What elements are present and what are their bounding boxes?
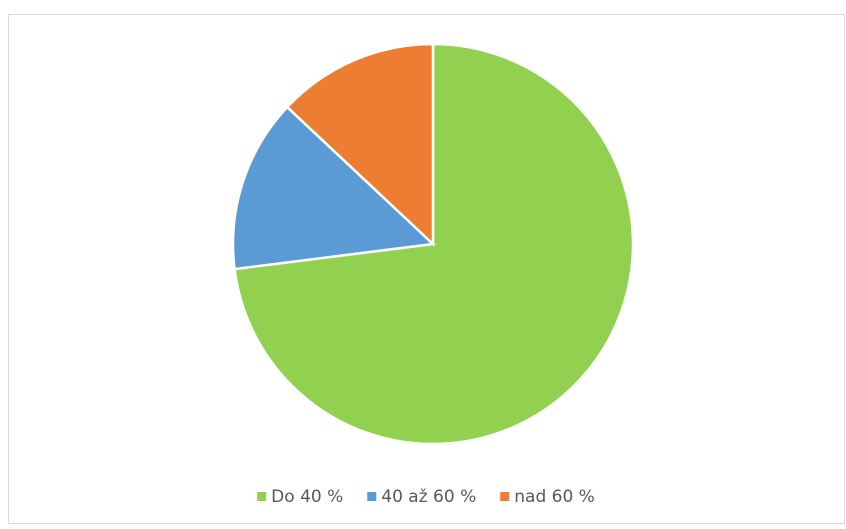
pie-slice (231, 105, 436, 271)
pie-slice (285, 42, 435, 247)
legend-swatch (367, 492, 377, 501)
legend-label: Do 40 % (271, 487, 343, 507)
legend-swatch (500, 492, 510, 501)
legend-swatch (257, 492, 267, 501)
legend-label: 40 až 60 % (381, 487, 476, 507)
legend-label: nad 60 % (514, 487, 595, 507)
